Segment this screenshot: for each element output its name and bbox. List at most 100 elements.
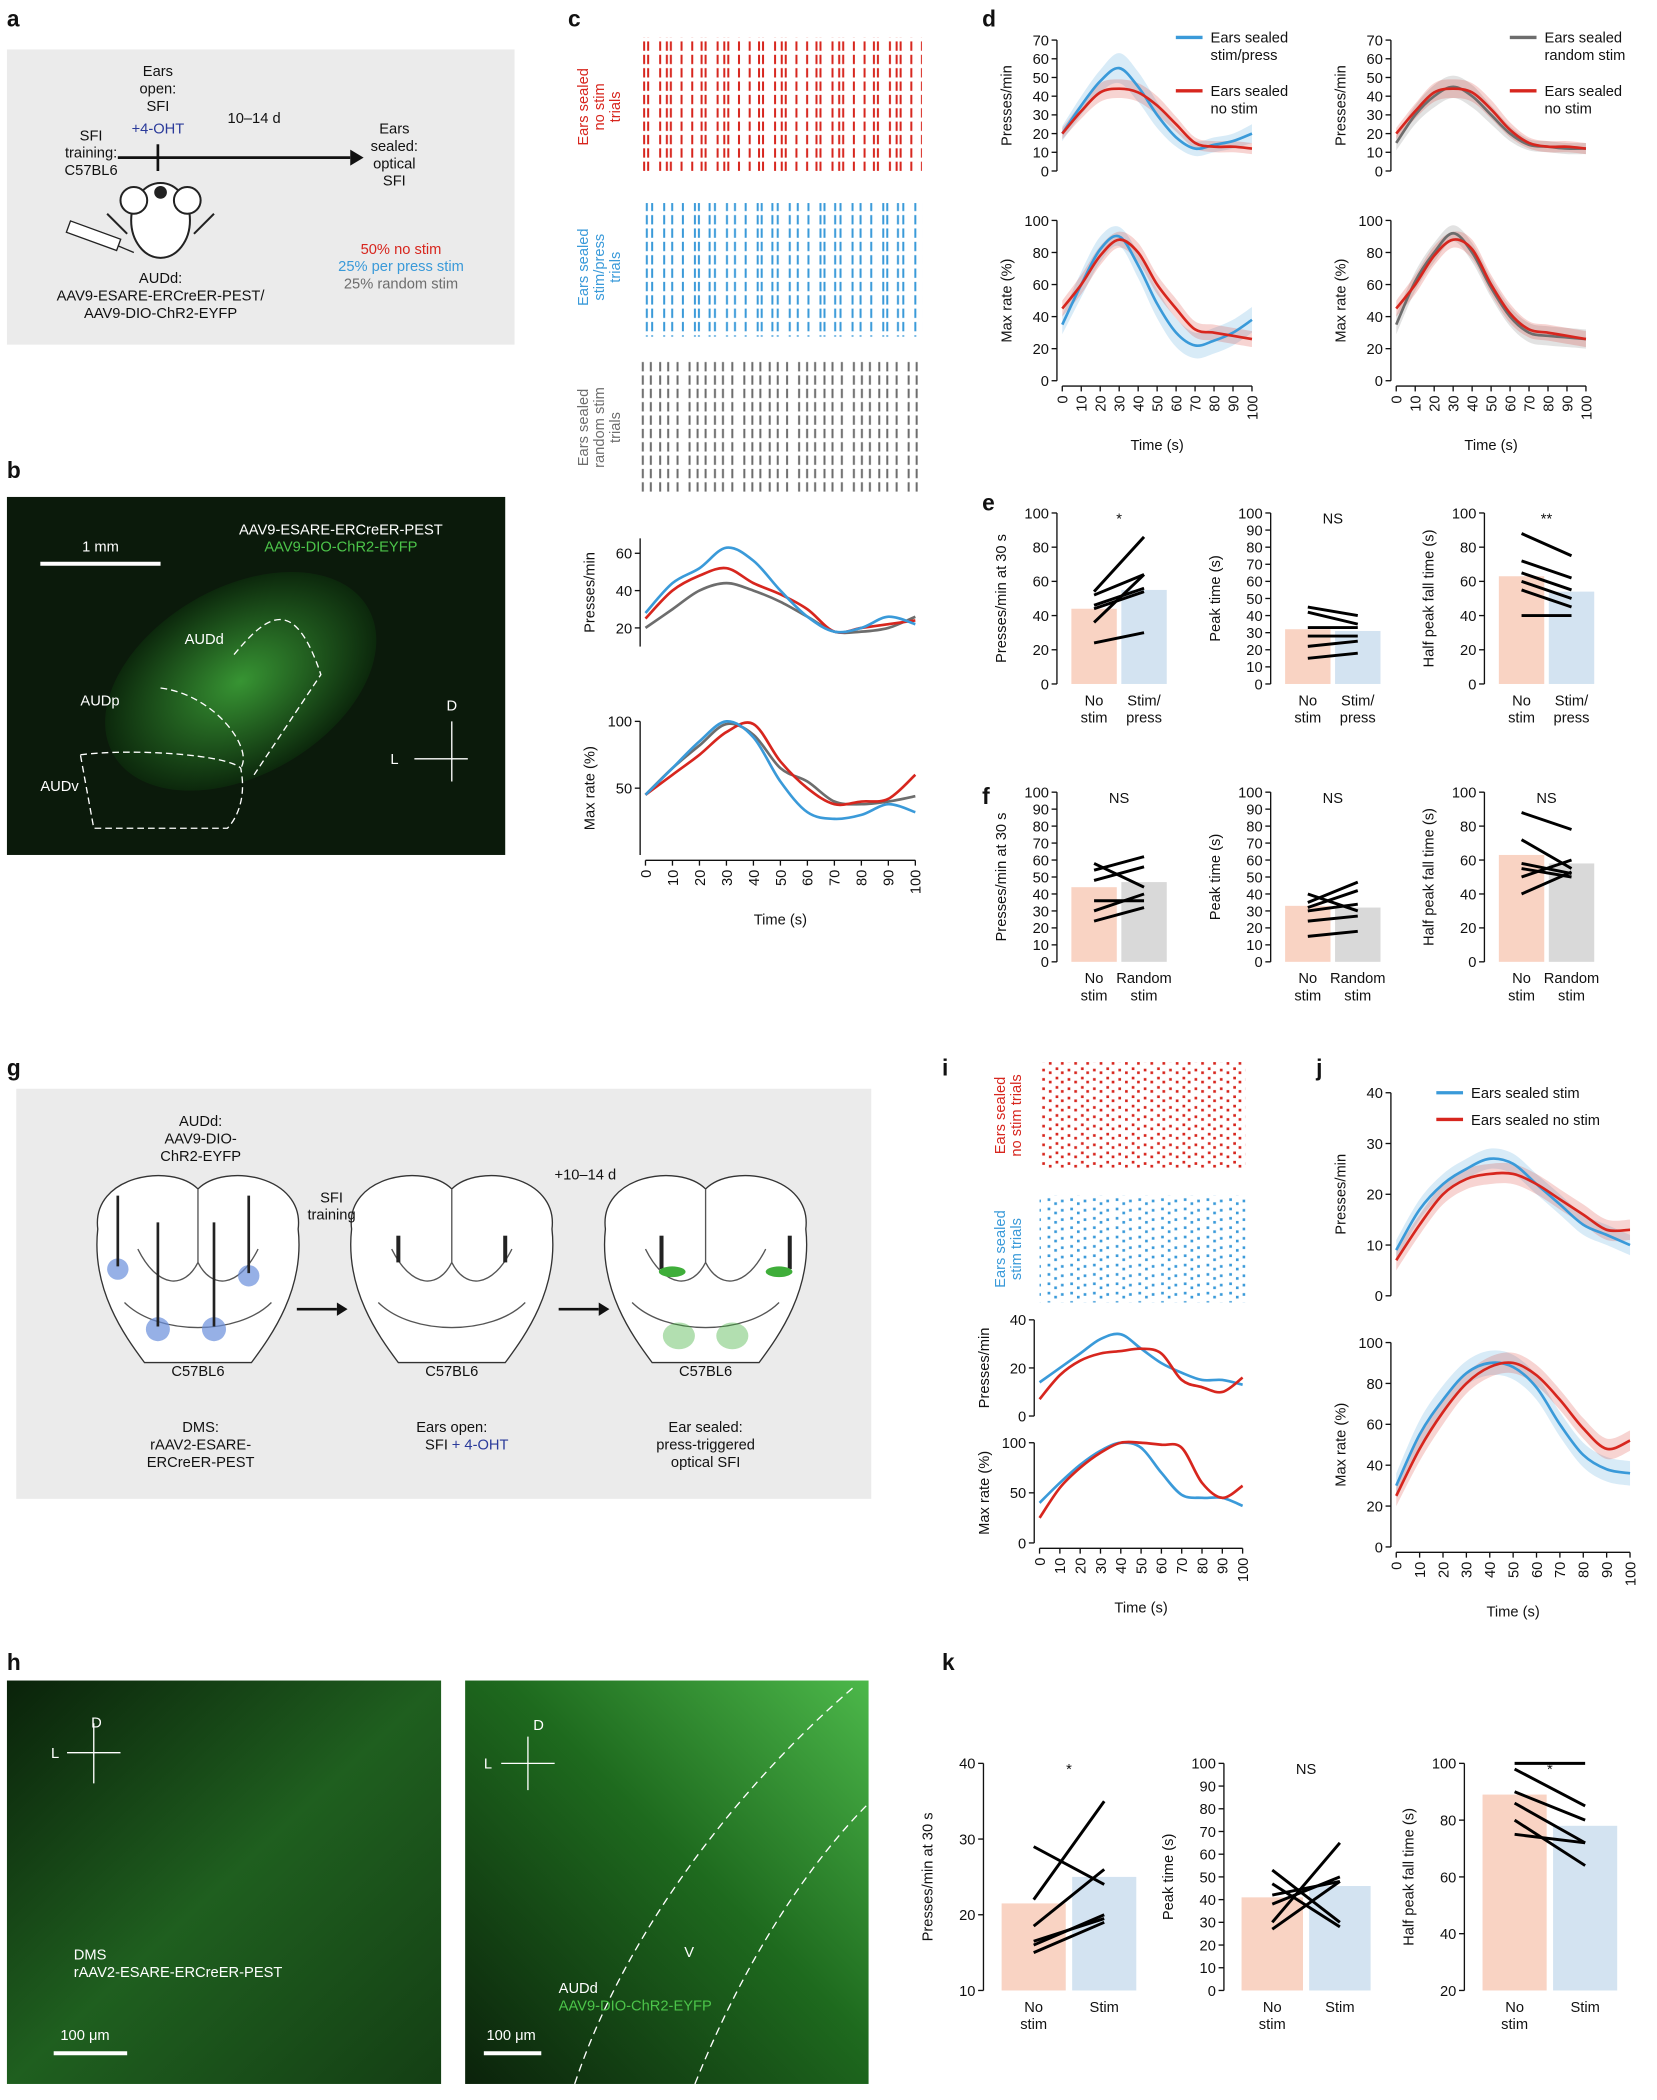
paired-line (1271, 1868, 1341, 1924)
bar (1001, 1903, 1066, 1991)
y-tick-label: 90 (1200, 1779, 1216, 1795)
line (644, 722, 916, 806)
raster-label: Ears sealedno stimtrials (576, 68, 624, 146)
y-tick-label: 50 (616, 782, 632, 798)
x-tick-label: 50 (774, 870, 790, 886)
x-tick-label: 60 (1155, 1558, 1171, 1574)
y-axis-label: Max rate (%) (1333, 259, 1349, 343)
y-tick-label: 50 (1200, 1870, 1216, 1886)
x-tick-label: 40 (747, 870, 763, 886)
y-axis-label: Max rate (%) (977, 1451, 993, 1535)
y-axis-label: Presses/min (583, 552, 599, 633)
line (644, 546, 916, 634)
panel-letter: g (7, 1054, 21, 1080)
paired-line (1093, 906, 1145, 923)
y-tick-label: 30 (1367, 1137, 1383, 1153)
legend-label: Ears sealed no stim (1211, 84, 1289, 117)
paired-line (1093, 573, 1145, 597)
label: 100 μm (60, 2028, 109, 2044)
bar (1071, 608, 1117, 684)
layer-outline (574, 1685, 870, 2085)
label: + 4-OHT (452, 1437, 509, 1453)
panel-letter: a (7, 6, 20, 32)
label: Ears open: SFI (140, 64, 177, 115)
bar (1548, 591, 1595, 684)
y-tick-label: 80 (1033, 819, 1049, 835)
x-tick-label: 100 (909, 870, 925, 895)
line (1061, 87, 1253, 150)
x-tick-label: 40 (1465, 395, 1481, 411)
paired-line (1307, 914, 1358, 923)
y-tick-label: 60 (616, 547, 632, 563)
y-tick-label: 70 (1246, 836, 1262, 852)
y-tick-label: 80 (1246, 819, 1262, 835)
significance: NS (1323, 512, 1344, 528)
y-tick-label: 40 (1367, 310, 1383, 326)
line (1038, 1441, 1244, 1508)
line (644, 566, 916, 634)
x-tick-label: 30 (1094, 1558, 1110, 1574)
paired-line (1092, 535, 1146, 593)
raster-label: Ears sealedno stim trials (993, 1074, 1025, 1156)
y-tick-label: 80 (1033, 541, 1049, 557)
compass (414, 721, 468, 782)
paired-line (1521, 811, 1572, 831)
x-tick-label: 90 (1560, 395, 1576, 411)
y-tick-label: 20 (616, 621, 632, 637)
label: DMS rAAV2-ESARE-ERCreER-PEST (74, 1948, 283, 1981)
paired-line (1307, 929, 1358, 938)
error-band (1062, 226, 1252, 359)
panel-letter: f (982, 783, 990, 809)
y-tick-label: 70 (1200, 1825, 1216, 1841)
x-tick-label: 50 (1150, 395, 1166, 411)
panel-letter: c (568, 6, 581, 32)
y-tick-label: 30 (1246, 626, 1262, 642)
label: C57BL6 (171, 1364, 224, 1380)
y-tick-label: 100 (1238, 786, 1263, 802)
y-tick-label: 10 (959, 1984, 975, 2000)
paired-line (1520, 532, 1573, 558)
y-tick-label: 60 (1200, 1848, 1216, 1864)
label: 25% per press stim (338, 259, 464, 275)
y-axis-label: Presses/min (977, 1328, 993, 1409)
y-tick-label: 40 (1033, 887, 1049, 903)
y-tick-label: 10 (1200, 1961, 1216, 1977)
legend-label: Ears sealed stim/press (1211, 31, 1289, 64)
y-axis-label: Presses/min at 30 s (994, 534, 1010, 663)
syringes (116, 1195, 251, 1327)
injections (107, 1258, 260, 1342)
paired-line (1307, 639, 1358, 648)
y-tick-label: 0 (1375, 1289, 1383, 1305)
paired-line (1514, 1790, 1586, 1822)
y-tick-label: 20 (1367, 1188, 1383, 1204)
line (644, 581, 916, 635)
y-tick-label: 60 (1033, 853, 1049, 869)
legend-label: Ears sealed random stim (1545, 31, 1626, 64)
y-tick-label: 100 (1452, 506, 1477, 522)
raster (1039, 1195, 1246, 1303)
y-axis-label: Max rate (%) (1333, 1403, 1349, 1487)
bar (1309, 1885, 1371, 1991)
paired-line (1033, 1920, 1105, 1954)
x-tick-label: 10 (1053, 1558, 1069, 1574)
y-tick-label: 40 (1246, 609, 1262, 625)
x-tick-label: No stim (1508, 693, 1535, 726)
micrograph (465, 1680, 869, 2084)
paired-line (1271, 1880, 1341, 1931)
y-axis-label: Presses/min (1333, 65, 1349, 146)
y-tick-label: 100 (1002, 1436, 1027, 1452)
x-tick-label: 30 (720, 870, 736, 886)
panel-letter: b (7, 457, 21, 483)
x-tick-label: Stim (1090, 2000, 1119, 2016)
label: L (390, 752, 398, 768)
y-tick-label: 60 (1033, 52, 1049, 68)
y-axis-label: Max rate (%) (1000, 259, 1016, 343)
line (1395, 87, 1587, 150)
y-tick-label: 100 (1024, 506, 1049, 522)
y-tick-label: 40 (1460, 609, 1476, 625)
y-tick-label: 60 (1367, 278, 1383, 294)
y-tick-label: 20 (1033, 921, 1049, 937)
x-tick-label: 0 (639, 870, 655, 878)
mouse-icon (106, 182, 215, 259)
x-tick-label: Random stim (1544, 971, 1600, 1004)
